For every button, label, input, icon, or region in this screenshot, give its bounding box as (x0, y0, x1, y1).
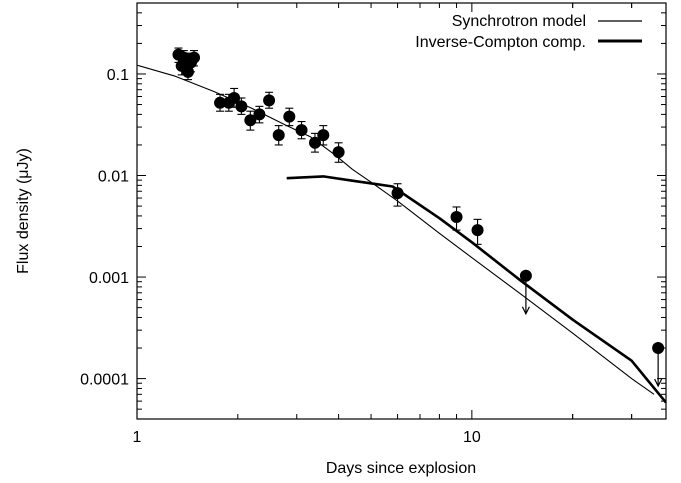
data-marker (450, 211, 463, 224)
data-point (471, 218, 484, 245)
data-point (295, 120, 308, 140)
data-marker (391, 187, 404, 200)
x-axis-title: Days since explosion (326, 460, 476, 477)
data-marker (272, 129, 285, 142)
legend: Synchrotron model Inverse-Compton comp. (415, 13, 642, 51)
y-tick-label: 0.001 (89, 270, 129, 287)
data-point (450, 206, 463, 231)
synchrotron-model-line (137, 64, 655, 395)
y-axis-ticks: 0.1 0.01 0.001 0.0001 (80, 2, 666, 420)
data-marker (283, 110, 296, 123)
y-tick-label: 0.1 (107, 67, 129, 84)
data-point (317, 125, 330, 146)
data-marker (188, 51, 201, 64)
data-point (308, 132, 321, 153)
y-tick-label: 0.0001 (80, 372, 129, 389)
data-points (172, 47, 665, 388)
data-marker (308, 136, 321, 149)
x-tick-label: 1 (133, 429, 142, 446)
data-point (244, 110, 257, 131)
data-point (272, 125, 285, 146)
data-marker (244, 114, 257, 127)
x-tick-label: 10 (463, 429, 481, 446)
data-point (253, 105, 266, 124)
upper-limit-arrow-head (654, 378, 663, 388)
upper-limit-point (652, 342, 665, 388)
data-point (214, 93, 227, 112)
y-tick-label: 0.01 (98, 169, 129, 186)
data-point (188, 50, 201, 67)
series-lines (137, 64, 666, 404)
data-marker (317, 129, 330, 142)
legend-label-synchrotron: Synchrotron model (452, 13, 586, 30)
data-marker (214, 96, 227, 109)
data-point (228, 87, 241, 108)
legend-label-inverse-compton: Inverse-Compton comp. (415, 34, 586, 51)
data-point (283, 107, 296, 127)
data-point (235, 97, 248, 115)
data-point (263, 91, 276, 109)
data-marker (253, 108, 266, 121)
data-point (332, 142, 345, 163)
data-marker (295, 124, 308, 137)
data-marker (652, 342, 665, 355)
upper-limit-point (519, 269, 532, 316)
data-marker (263, 94, 276, 107)
inverse-compton-line (286, 175, 666, 404)
data-marker (235, 100, 248, 113)
data-marker (332, 146, 345, 159)
data-point (391, 183, 404, 207)
upper-limit-arrow-head (521, 306, 530, 316)
y-axis-title: Flux density (μJy) (15, 148, 32, 274)
data-marker (228, 91, 241, 104)
data-marker (519, 269, 532, 282)
data-marker (471, 224, 484, 237)
plot-frame (136, 2, 667, 420)
x-axis-ticks: 1 10 (133, 3, 633, 446)
